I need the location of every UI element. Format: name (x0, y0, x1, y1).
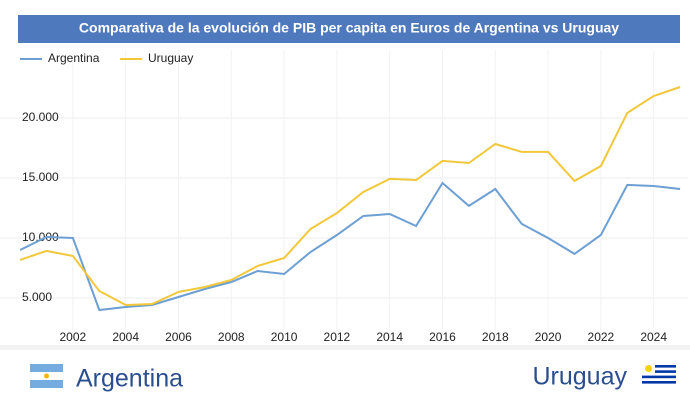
chart-title: Comparativa de la evolución de PIB per c… (79, 20, 619, 36)
footer (0, 350, 690, 402)
y-tick-label: 5.000 (22, 290, 52, 304)
title-banner (18, 15, 680, 43)
x-tick-label: 2002 (60, 330, 87, 344)
x-tick-label: 2008 (218, 330, 245, 344)
x-tick-label: 2024 (640, 330, 667, 344)
x-tick-label: 2006 (165, 330, 192, 344)
flag-argentina (30, 364, 63, 388)
x-tick-label: 2004 (112, 330, 139, 344)
plot-background (0, 0, 690, 345)
footer-right: Uruguay (533, 363, 628, 391)
flag-uruguay (642, 362, 676, 386)
y-tick-label: 10.000 (22, 230, 59, 244)
x-tick-label: 2012 (324, 330, 351, 344)
series-line (19, 181, 681, 312)
legend-label: Uruguay (148, 51, 193, 65)
series-line (19, 86, 681, 307)
x-tick-label: 2018 (482, 330, 509, 344)
x-tick-label: 2022 (588, 330, 615, 344)
footer-left: Argentina (76, 365, 183, 393)
x-tick-label: 2014 (376, 330, 403, 344)
x-tick-label: 2010 (271, 330, 298, 344)
x-tick-label: 2020 (535, 330, 562, 344)
x-tick-label: 2016 (429, 330, 456, 344)
y-tick-label: 15.000 (22, 170, 59, 184)
legend-label: Argentina (48, 51, 100, 65)
y-tick-label: 20.000 (22, 110, 59, 124)
